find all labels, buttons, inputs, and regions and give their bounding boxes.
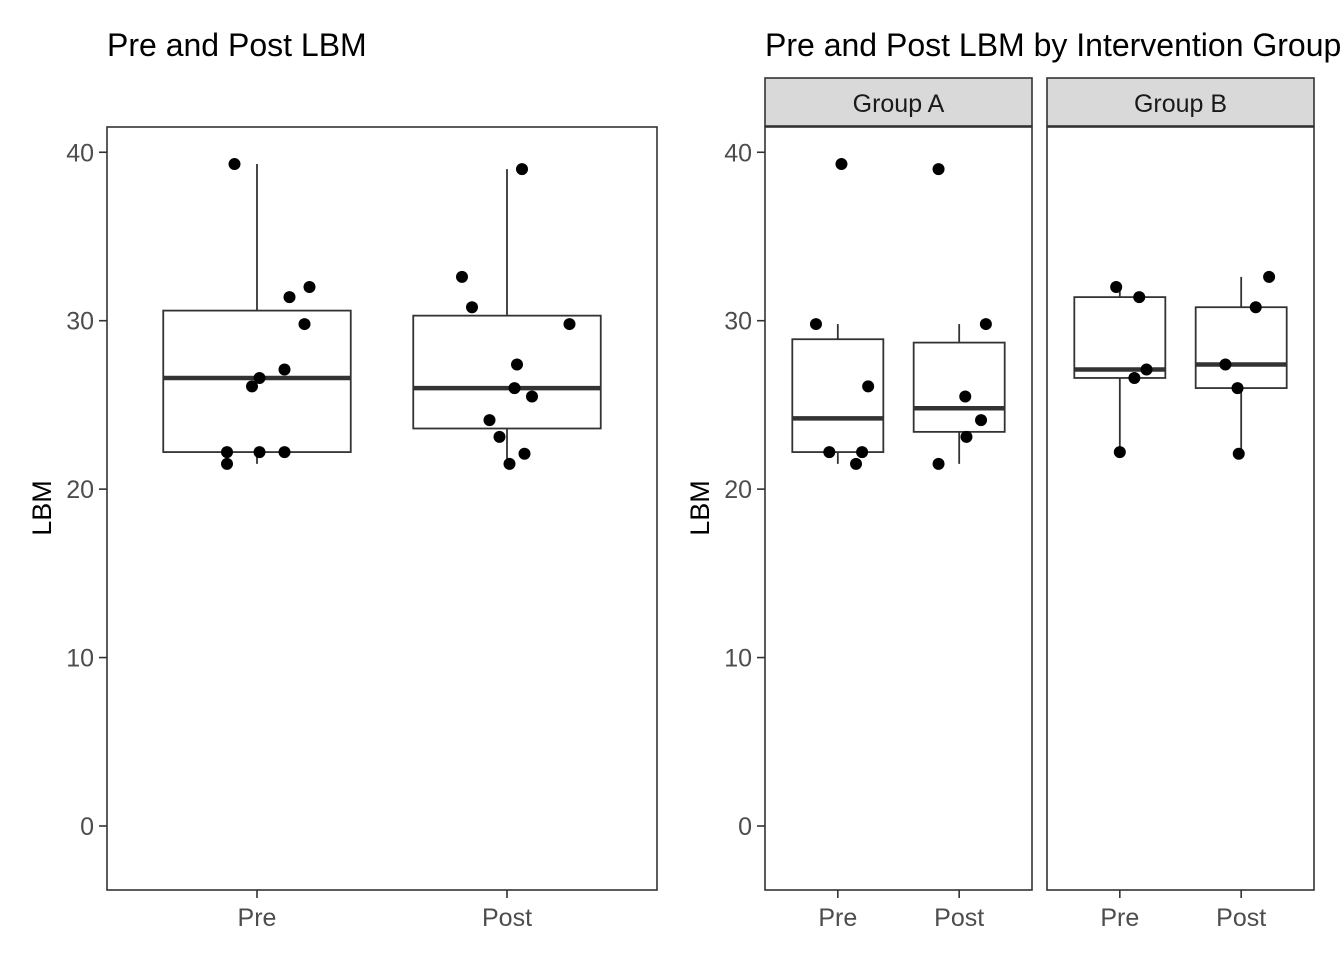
overall-point-pre-10 — [221, 457, 233, 470]
group-b-panel-border — [1046, 126, 1315, 891]
overall-point-post-19 — [493, 430, 506, 443]
group-a-point-post-10 — [960, 430, 973, 443]
overall-ytick-label-10: 10 — [66, 645, 94, 673]
overall-point-pre-7 — [221, 446, 233, 459]
group-b-point-pre-4 — [1113, 446, 1126, 459]
group-b-strip — [1046, 77, 1315, 127]
group-b-point-post-9 — [1232, 447, 1245, 460]
group-b-xtick-label-pre: Pre — [1100, 904, 1139, 932]
overall-point-pre-9 — [278, 446, 291, 459]
group-a-point-pre-5 — [850, 457, 863, 470]
overall-point-post-13 — [466, 301, 478, 314]
group-a-point-pre-1 — [809, 318, 822, 331]
by-group-ytick-label-40: 40 — [724, 139, 752, 167]
overall-point-pre-8 — [253, 446, 266, 459]
overall-point-post-20 — [518, 447, 531, 460]
overall-ytick-label-40: 40 — [66, 139, 94, 167]
group-b-point-post-8 — [1231, 382, 1244, 395]
facet-group-b: Group B Pre Post — [1046, 77, 1315, 932]
group-b-point-post-7 — [1219, 358, 1232, 371]
overall-point-pre-6 — [246, 380, 258, 393]
overall-point-post-16 — [508, 382, 521, 395]
group-a-point-post-8 — [959, 390, 972, 403]
chart-by-group: Pre and Post LBM by Intervention Group L… — [685, 27, 1341, 932]
group-a-strip — [764, 77, 1033, 127]
group-b-point-pre-2 — [1140, 363, 1153, 376]
group-b-point-post-6 — [1249, 301, 1262, 314]
overall-post-box — [412, 314, 602, 430]
group-a-point-post-7 — [979, 318, 992, 331]
overall-point-post-15 — [511, 358, 523, 371]
overall-panel-border — [106, 126, 658, 891]
y-axis-title-by-group: LBM — [685, 480, 715, 536]
chart-title-overall: Pre and Post LBM — [107, 27, 367, 63]
group-b-xtick-label-post: Post — [1216, 904, 1266, 932]
group-a-strip-label: Group A — [853, 90, 945, 118]
overall-ytick-label-30: 30 — [66, 308, 94, 336]
overall-point-post-18 — [483, 414, 496, 427]
group-a-point-post-9 — [975, 414, 988, 427]
overall-point-pre-0 — [228, 158, 241, 171]
group-a-panel-border — [764, 126, 1033, 891]
by-group-ytick-label-0: 0 — [738, 813, 752, 841]
overall-point-post-11 — [516, 163, 528, 176]
group-a-point-pre-3 — [823, 446, 836, 459]
overall-point-pre-2 — [283, 291, 296, 304]
group-a-pre-box — [791, 338, 885, 453]
overall-xtick-label-pre: Pre — [238, 904, 277, 932]
group-b-point-post-5 — [1263, 270, 1276, 283]
by-group-ytick-label-20: 20 — [724, 476, 752, 504]
y-axis-by-group: 0 10 20 30 40 — [724, 139, 765, 841]
overall-point-pre-5 — [253, 371, 266, 384]
overall-point-pre-4 — [278, 363, 291, 376]
overall-point-post-17 — [526, 390, 538, 403]
group-b-pre-box — [1073, 296, 1167, 379]
chart-overall: Pre and Post LBM LBM 0 10 20 30 40 Pre Post — [27, 27, 658, 932]
group-b-point-pre-0 — [1110, 281, 1123, 294]
overall-point-post-14 — [563, 318, 576, 331]
overall-xtick-label-post: Post — [482, 904, 532, 932]
overall-point-pre-3 — [298, 318, 311, 331]
overall-point-post-12 — [456, 270, 468, 283]
overall-point-post-21 — [503, 457, 516, 470]
overall-ytick-label-0: 0 — [80, 813, 94, 841]
group-a-point-pre-2 — [862, 380, 875, 393]
facet-group-a: Group A Pre Post — [764, 77, 1033, 932]
group-b-post-box — [1194, 306, 1288, 389]
group-a-post-box — [912, 341, 1006, 433]
group-a-point-post-6 — [932, 163, 945, 176]
group-a-xtick-label-pre: Pre — [818, 904, 857, 932]
group-b-strip-label: Group B — [1134, 90, 1227, 118]
by-group-ytick-label-30: 30 — [724, 308, 752, 336]
overall-ytick-label-20: 20 — [66, 476, 94, 504]
overall-point-pre-1 — [303, 281, 316, 294]
group-a-point-pre-4 — [856, 446, 869, 459]
y-axis-title-overall: LBM — [27, 480, 57, 536]
chart-title-by-group: Pre and Post LBM by Intervention Group — [765, 27, 1341, 63]
by-group-ytick-label-10: 10 — [724, 645, 752, 673]
group-a-xtick-label-post: Post — [934, 904, 984, 932]
group-a-point-post-11 — [932, 457, 945, 470]
group-b-point-pre-1 — [1133, 291, 1146, 304]
group-b-point-pre-3 — [1128, 371, 1141, 384]
panel-overall: Pre Post — [106, 126, 658, 932]
y-axis-overall: 0 10 20 30 40 — [66, 139, 107, 841]
group-a-point-pre-0 — [835, 158, 848, 171]
